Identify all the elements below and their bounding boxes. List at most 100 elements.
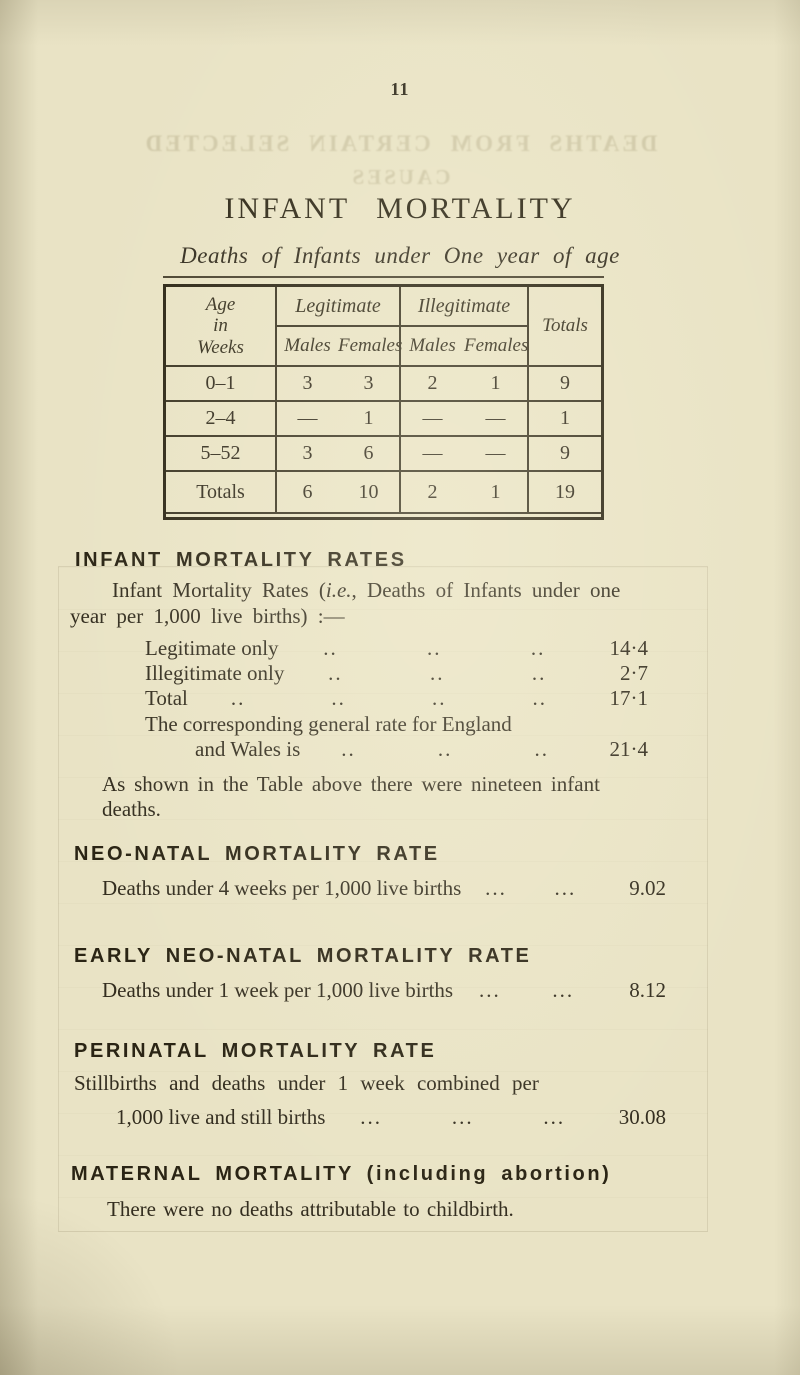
intro-post: , Deaths of Infants under one year per 1… xyxy=(70,578,621,628)
rate-label: 1,000 live and still births xyxy=(116,1105,326,1129)
cell-legitimate-females: 6 xyxy=(338,436,401,472)
dot-leader: ... xyxy=(554,876,577,900)
cell-illegitimate-males: 2 xyxy=(399,366,465,402)
dot-leader: ... xyxy=(485,876,507,900)
rate-label: Legitimate only xyxy=(145,636,279,660)
intro-ie: i.e. xyxy=(325,578,352,602)
section-heading-perinatal: PERINATAL MORTALITY RATE xyxy=(74,1040,437,1062)
infant-deaths-table: Age in Weeks Legitimate Illegitimate Tot… xyxy=(163,276,604,520)
section-heading-early-neonatal: EARLY NEO-NATAL MORTALITY RATE xyxy=(74,945,532,967)
cell-illegitimate-females: 1 xyxy=(464,471,529,514)
rate-value: 2·7 xyxy=(620,661,649,685)
dot-leader: .. xyxy=(427,636,442,660)
dot-leader: .. xyxy=(331,686,346,710)
rate-label: Deaths under 1 week per 1,000 live birth… xyxy=(102,978,454,1002)
perinatal-line1: Stillbirths and deaths under 1 week comb… xyxy=(74,1071,539,1095)
intro-pre: Infant Mortality Rates ( xyxy=(112,578,326,602)
subheader-legitimate-females: Females xyxy=(338,326,402,367)
cell-illegitimate-females: 1 xyxy=(464,366,529,402)
dot-leader: .. xyxy=(328,661,343,685)
cell-legitimate-males: 3 xyxy=(275,366,338,402)
dot-leader: .. xyxy=(341,737,356,761)
dot-leader: .. xyxy=(230,686,246,710)
dot-leader: .. xyxy=(532,686,547,710)
table-header-row-2: Males Females Males Females xyxy=(166,326,601,367)
cell-legitimate-males: 3 xyxy=(275,436,338,472)
rate-line-total: Total .. .. .. .. 17·1 xyxy=(145,686,648,711)
dot-leader: .. xyxy=(437,737,453,761)
cell-legitimate-females: 3 xyxy=(338,366,401,402)
page-number: 11 xyxy=(390,79,410,99)
cell-age: 0–1 xyxy=(166,366,276,402)
subheader-illegitimate-females: Females xyxy=(464,326,528,367)
rate-label: Total xyxy=(145,686,188,710)
rates-intro-paragraph: Infant Mortality Rates (i.e., Deaths of … xyxy=(70,577,630,629)
age-header-line2: in xyxy=(213,315,228,337)
cell-age: 2–4 xyxy=(166,401,276,437)
dot-leader: ... xyxy=(478,978,501,1002)
england-note-line1: The corresponding general rate for Engla… xyxy=(145,712,512,736)
cell-legitimate-females: 1 xyxy=(338,401,401,437)
dot-leader: ... xyxy=(451,1105,474,1129)
cell-illegitimate-females: — xyxy=(464,436,529,472)
rate-value: 9.02 xyxy=(629,876,666,900)
maternal-body-sentence: There were no deaths attributable to chi… xyxy=(107,1197,514,1221)
dot-leader: .. xyxy=(531,661,547,685)
dot-leader: .. xyxy=(323,636,338,660)
cell-age: 5–52 xyxy=(166,436,276,472)
table-header-row-1: Age in Weeks Legitimate Illegitimate Tot… xyxy=(166,287,602,367)
rate-label: and Wales is xyxy=(195,737,301,761)
early-neonatal-rate-line: Deaths under 1 week per 1,000 live birth… xyxy=(102,978,666,1003)
dot-leader: .. xyxy=(431,686,447,710)
rates-list: Legitimate only .. .. .. 14·4 Illegitima… xyxy=(145,636,648,711)
cell-legitimate-females: 10 xyxy=(338,471,401,514)
rate-label: Deaths under 4 weeks per 1,000 live birt… xyxy=(102,876,462,900)
subheader-legitimate-males: Males xyxy=(275,326,338,367)
col-group-illegitimate: Illegitimate xyxy=(399,287,529,327)
col-header-age: Age in Weeks xyxy=(166,287,276,367)
cell-total: 9 xyxy=(527,436,602,472)
cell-total: 1 xyxy=(527,401,602,437)
perinatal-line2: 1,000 live and still births ... ... ... … xyxy=(116,1105,666,1130)
age-header-line3: Weeks xyxy=(197,336,244,358)
rate-value: 17·1 xyxy=(609,686,648,710)
subheader-illegitimate-males: Males xyxy=(399,326,465,367)
cell-illegitimate-females: — xyxy=(464,401,529,437)
bleed-through-line-1: DEATHS FROM CERTAIN SELECTED xyxy=(142,131,658,156)
col-group-legitimate: Legitimate xyxy=(274,287,401,327)
rate-value: 21·4 xyxy=(609,737,648,761)
deaths-by-age-table: Age in Weeks Legitimate Illegitimate Tot… xyxy=(166,287,602,514)
table-summary-sentence: As shown in the Table above there were n… xyxy=(102,772,600,821)
rate-line-illegitimate: Illegitimate only .. .. .. 2·7 xyxy=(145,661,648,686)
table-row: 5–52 3 6 — — 9 xyxy=(166,436,602,472)
page-subtitle: Deaths of Infants under One year of age xyxy=(180,243,620,268)
rate-value: 8.12 xyxy=(629,978,667,1002)
cell-illegitimate-males: — xyxy=(399,401,465,437)
england-wales-note: The corresponding general rate for Engla… xyxy=(145,712,648,762)
page-title: INFANT MORTALITY xyxy=(224,192,576,225)
cell-age: Totals xyxy=(166,471,276,514)
cell-illegitimate-males: — xyxy=(399,436,465,472)
age-header-line1: Age xyxy=(205,294,236,316)
england-note-line2: and Wales is .. .. .. 21·4 xyxy=(195,737,648,762)
rate-value: 30.08 xyxy=(618,1105,666,1129)
rate-label: Illegitimate only xyxy=(145,661,285,685)
dot-leader: ... xyxy=(360,1105,383,1129)
table-top-rule xyxy=(163,276,604,278)
table-row: 2–4 — 1 — — 1 xyxy=(166,401,602,437)
neonatal-rate-line: Deaths under 4 weeks per 1,000 live birt… xyxy=(102,876,666,901)
dot-leader: ... xyxy=(552,978,575,1002)
rate-value: 14·4 xyxy=(609,636,648,660)
cell-total: 9 xyxy=(527,366,602,402)
section-heading-infant-mortality-rates: INFANT MORTALITY RATES xyxy=(75,549,407,571)
table-totals-row: Totals 6 10 2 1 19 xyxy=(166,471,602,514)
rate-line-legitimate: Legitimate only .. .. .. 14·4 xyxy=(145,636,648,661)
cell-legitimate-males: — xyxy=(275,401,338,437)
dot-leader: ... xyxy=(543,1105,566,1129)
cell-legitimate-males: 6 xyxy=(275,471,338,514)
cell-total: 19 xyxy=(527,471,602,514)
dot-leader: .. xyxy=(534,737,549,761)
cell-illegitimate-males: 2 xyxy=(399,471,465,514)
table-frame: Age in Weeks Legitimate Illegitimate Tot… xyxy=(163,284,604,520)
